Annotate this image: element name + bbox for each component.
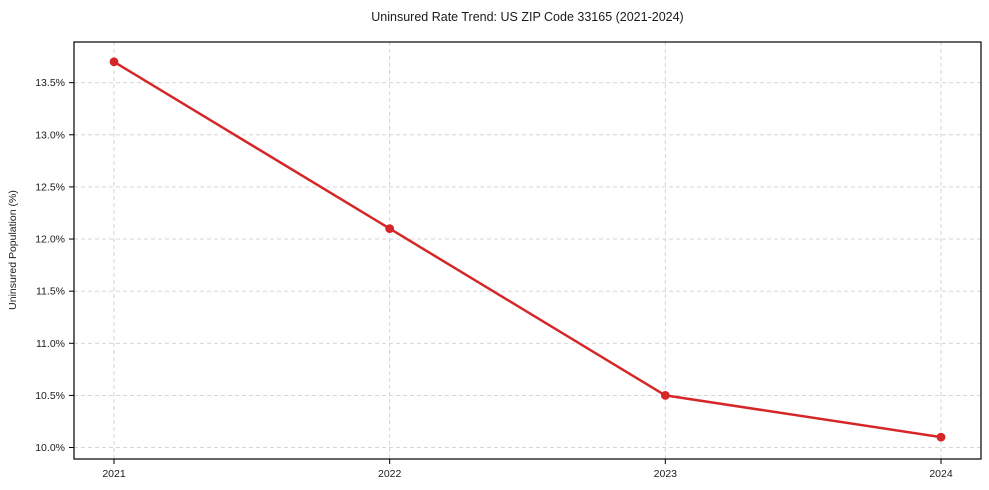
x-tick-label: 2024 bbox=[929, 468, 953, 480]
y-tick-label: 12.5% bbox=[35, 181, 65, 193]
y-tick-label: 11.5% bbox=[36, 286, 65, 298]
data-point bbox=[660, 391, 670, 400]
data-point bbox=[385, 224, 395, 234]
y-tick-label: 12.0% bbox=[35, 234, 65, 246]
data-point bbox=[936, 432, 946, 442]
plot-border bbox=[73, 41, 982, 460]
x-tick-label: 2021 bbox=[102, 468, 126, 480]
trend-line bbox=[112, 60, 943, 439]
y-tick-label: 13.0% bbox=[35, 129, 65, 141]
y-axis-label: Uninsured Population (%) bbox=[7, 190, 19, 310]
x-tick-label: 2022 bbox=[378, 468, 402, 480]
chart-title: Uninsured Rate Trend: US ZIP Code 33165 … bbox=[371, 10, 684, 24]
y-tick-label: 10.0% bbox=[35, 442, 65, 454]
x-tick-label: 2023 bbox=[654, 468, 678, 480]
data-point bbox=[109, 57, 119, 67]
y-tick-label: 13.5% bbox=[35, 77, 65, 89]
y-tick-label: 10.5% bbox=[35, 390, 65, 402]
y-tick-label: 11.0% bbox=[36, 338, 65, 350]
